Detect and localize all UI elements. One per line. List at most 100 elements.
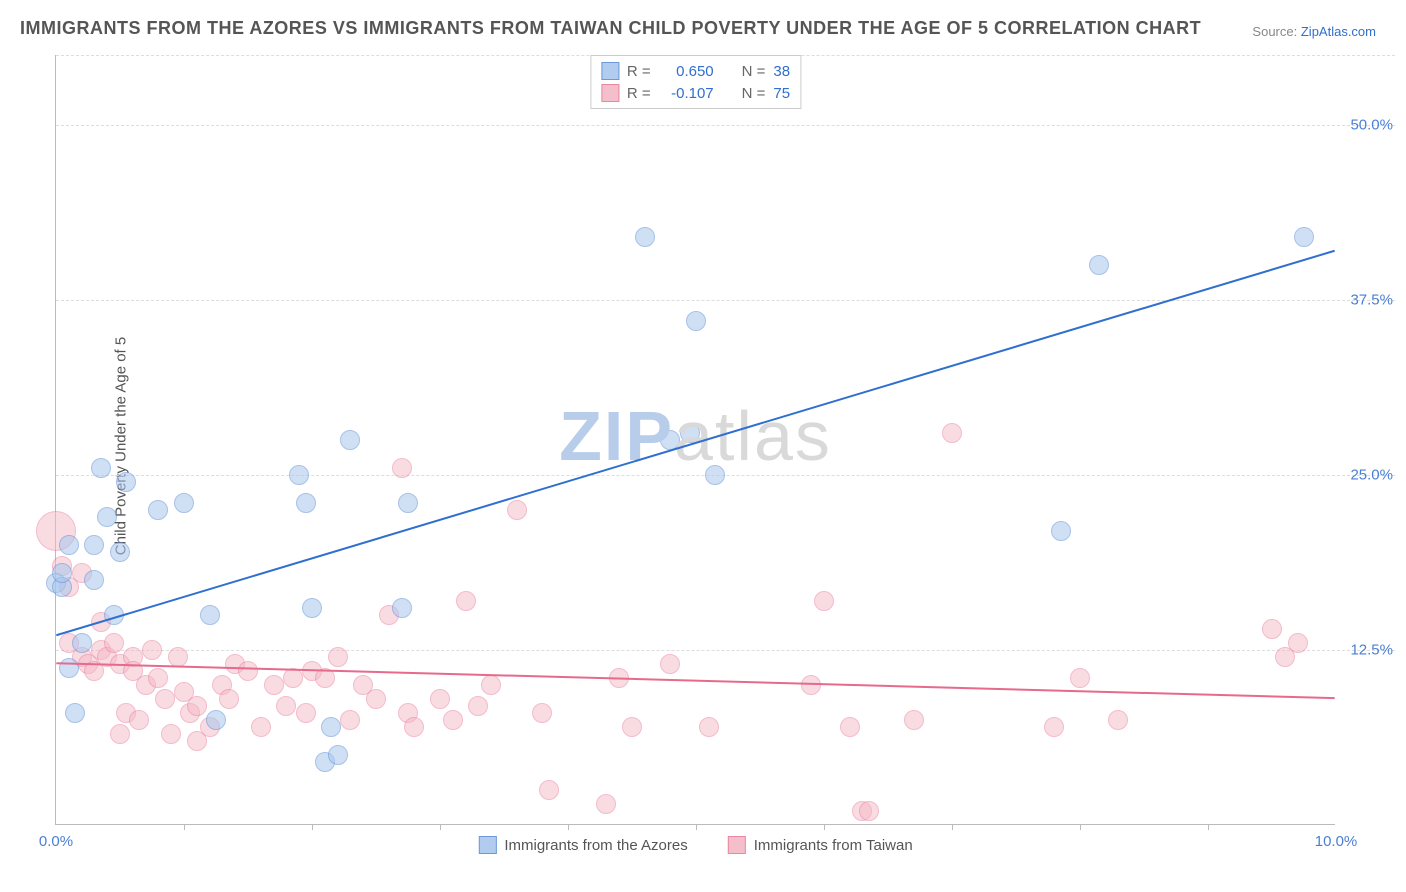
data-point	[366, 689, 386, 709]
data-point	[507, 500, 527, 520]
data-point	[392, 598, 412, 618]
data-point	[1070, 668, 1090, 688]
n-label-taiwan: N =	[742, 85, 766, 102]
x-minor-tick	[1208, 824, 1209, 830]
data-point	[136, 675, 156, 695]
data-point	[302, 661, 322, 681]
data-point	[801, 675, 821, 695]
data-point	[46, 573, 66, 593]
data-point	[161, 724, 181, 744]
y-tick-label: 25.0%	[1350, 467, 1393, 484]
x-tick-label: 0.0%	[39, 833, 73, 850]
n-label-azores: N =	[742, 63, 766, 80]
data-point	[187, 731, 207, 751]
data-point	[840, 717, 860, 737]
data-point	[200, 605, 220, 625]
data-point	[225, 654, 245, 674]
data-point	[110, 724, 130, 744]
data-point	[1262, 619, 1282, 639]
data-point	[65, 703, 85, 723]
data-point	[1108, 710, 1128, 730]
data-point	[315, 752, 335, 772]
r-value-taiwan: -0.107	[659, 85, 714, 102]
data-point	[52, 577, 72, 597]
data-point	[635, 227, 655, 247]
regression-line	[56, 663, 1334, 698]
swatch-taiwan	[601, 84, 619, 102]
x-minor-tick	[1080, 824, 1081, 830]
data-point	[430, 689, 450, 709]
data-point	[296, 703, 316, 723]
data-point	[596, 794, 616, 814]
data-point	[36, 511, 76, 551]
data-point	[904, 710, 924, 730]
data-point	[404, 717, 424, 737]
data-point	[52, 556, 72, 576]
plot-area: ZIPatlas 12.5%25.0%37.5%50.0% 0.0%10.0% …	[55, 55, 1335, 825]
data-point	[174, 493, 194, 513]
data-point	[59, 658, 79, 678]
data-point	[52, 563, 72, 583]
gridline	[56, 650, 1395, 651]
data-point	[91, 612, 111, 632]
data-point	[116, 703, 136, 723]
data-point	[468, 696, 488, 716]
x-minor-tick	[696, 824, 697, 830]
regression-lines	[56, 55, 1335, 824]
data-point	[852, 801, 872, 821]
data-point	[942, 423, 962, 443]
data-point	[1051, 521, 1071, 541]
series-label-taiwan: Immigrants from Taiwan	[754, 837, 913, 854]
source-label: Source:	[1252, 24, 1297, 39]
data-point	[398, 493, 418, 513]
data-point	[110, 542, 130, 562]
data-point	[212, 675, 232, 695]
n-value-taiwan: 75	[773, 85, 790, 102]
series-legend: Immigrants from the Azores Immigrants fr…	[478, 836, 912, 854]
regression-line	[56, 251, 1334, 636]
source-link[interactable]: ZipAtlas.com	[1301, 24, 1376, 39]
correlation-legend: R = 0.650 N = 38 R = -0.107 N = 75	[590, 55, 801, 109]
x-minor-tick	[824, 824, 825, 830]
data-point	[72, 563, 92, 583]
data-point	[353, 675, 373, 695]
data-point	[321, 717, 341, 737]
data-point	[219, 689, 239, 709]
data-point	[155, 689, 175, 709]
data-point	[481, 675, 501, 695]
data-point	[539, 780, 559, 800]
data-point	[296, 493, 316, 513]
data-point	[148, 668, 168, 688]
r-label-taiwan: R =	[627, 85, 651, 102]
data-point	[456, 591, 476, 611]
legend-row-taiwan: R = -0.107 N = 75	[601, 82, 790, 104]
swatch-azores	[601, 62, 619, 80]
data-point	[180, 703, 200, 723]
data-point	[660, 654, 680, 674]
data-point	[97, 507, 117, 527]
data-point	[379, 605, 399, 625]
data-point	[328, 745, 348, 765]
data-point	[699, 717, 719, 737]
data-point	[84, 661, 104, 681]
data-point	[283, 668, 303, 688]
data-point	[276, 696, 296, 716]
data-point	[340, 710, 360, 730]
data-point	[78, 654, 98, 674]
r-value-azores: 0.650	[659, 63, 714, 80]
data-point	[315, 668, 335, 688]
legend-item-taiwan: Immigrants from Taiwan	[728, 836, 913, 854]
legend-row-azores: R = 0.650 N = 38	[601, 60, 790, 82]
data-point	[622, 717, 642, 737]
data-point	[129, 710, 149, 730]
n-value-azores: 38	[773, 63, 790, 80]
data-point	[84, 535, 104, 555]
data-point	[1294, 227, 1314, 247]
data-point	[660, 430, 680, 450]
data-point	[251, 717, 271, 737]
x-minor-tick	[952, 824, 953, 830]
source-attribution: Source: ZipAtlas.com	[1252, 24, 1376, 39]
data-point	[443, 710, 463, 730]
data-point	[680, 423, 700, 443]
y-tick-label: 50.0%	[1350, 117, 1393, 134]
